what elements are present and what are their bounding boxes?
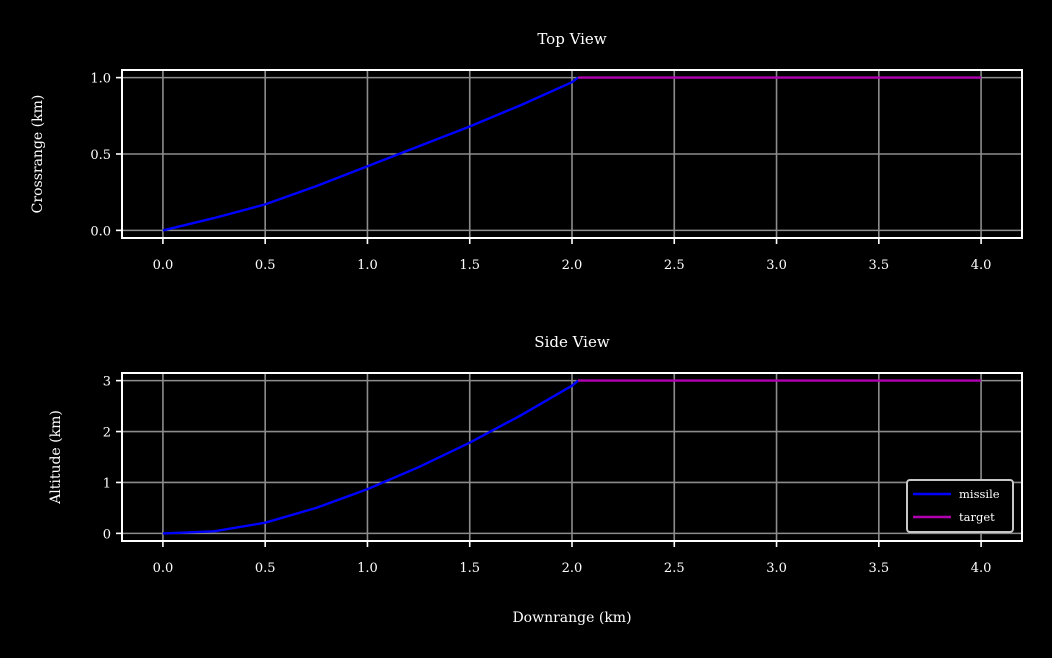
x-tick-label: 1.5 bbox=[459, 258, 480, 273]
chart-title: Side View bbox=[534, 333, 610, 351]
y-tick-label: 1 bbox=[103, 476, 111, 491]
x-tick-label: 0.0 bbox=[153, 258, 174, 273]
y-axis-label: Crossrange (km) bbox=[30, 95, 46, 214]
legend-label-target: target bbox=[959, 510, 995, 524]
x-tick-label: 3.0 bbox=[766, 561, 787, 576]
x-tick-label: 0.5 bbox=[255, 561, 276, 576]
x-tick-label: 0.5 bbox=[255, 258, 276, 273]
chart-title: Top View bbox=[537, 30, 606, 48]
x-tick-label: 3.5 bbox=[868, 258, 889, 273]
y-axis-label: Altitude (km) bbox=[48, 410, 64, 505]
x-tick-label: 4.0 bbox=[971, 258, 992, 273]
x-tick-label: 3.0 bbox=[766, 258, 787, 273]
x-tick-label: 3.5 bbox=[868, 561, 889, 576]
y-tick-label: 0.5 bbox=[90, 148, 111, 163]
series-line-missile bbox=[162, 76, 579, 232]
y-tick-label: 1.0 bbox=[90, 72, 111, 87]
x-tick-label: 2.5 bbox=[664, 258, 685, 273]
series-line-missile bbox=[162, 379, 579, 535]
side-view-plot: 0.0 0.5 1.0 1.5 2.0 2.5 3.0 3.5 4.0 0 1 2 3 Side View… bbox=[48, 333, 1023, 626]
x-tick-label: 4.0 bbox=[971, 561, 992, 576]
x-tick-label: 1.0 bbox=[357, 258, 378, 273]
y-tick-label: 0 bbox=[103, 527, 111, 542]
x-tick-label: 1.5 bbox=[459, 561, 480, 576]
y-tick-label: 2 bbox=[103, 426, 111, 441]
y-tick-label: 3 bbox=[103, 375, 111, 390]
x-tick-label: 2.5 bbox=[664, 561, 685, 576]
x-tick-label: 0.0 bbox=[153, 561, 174, 576]
legend: missile target bbox=[906, 479, 1014, 533]
top-view-plot: 0.0 0.5 1.0 1.5 2.0 2.5 3.0 3.5 4.0 0.0 0.5 1.0 Top … bbox=[30, 30, 1023, 273]
x-axis-label: Downrange (km) bbox=[512, 610, 631, 626]
y-tick-label: 0.0 bbox=[90, 224, 111, 239]
x-tick-label: 1.0 bbox=[357, 561, 378, 576]
x-tick-label: 2.0 bbox=[562, 258, 583, 273]
x-tick-label: 2.0 bbox=[562, 561, 583, 576]
legend-label-missile: missile bbox=[959, 487, 1000, 501]
